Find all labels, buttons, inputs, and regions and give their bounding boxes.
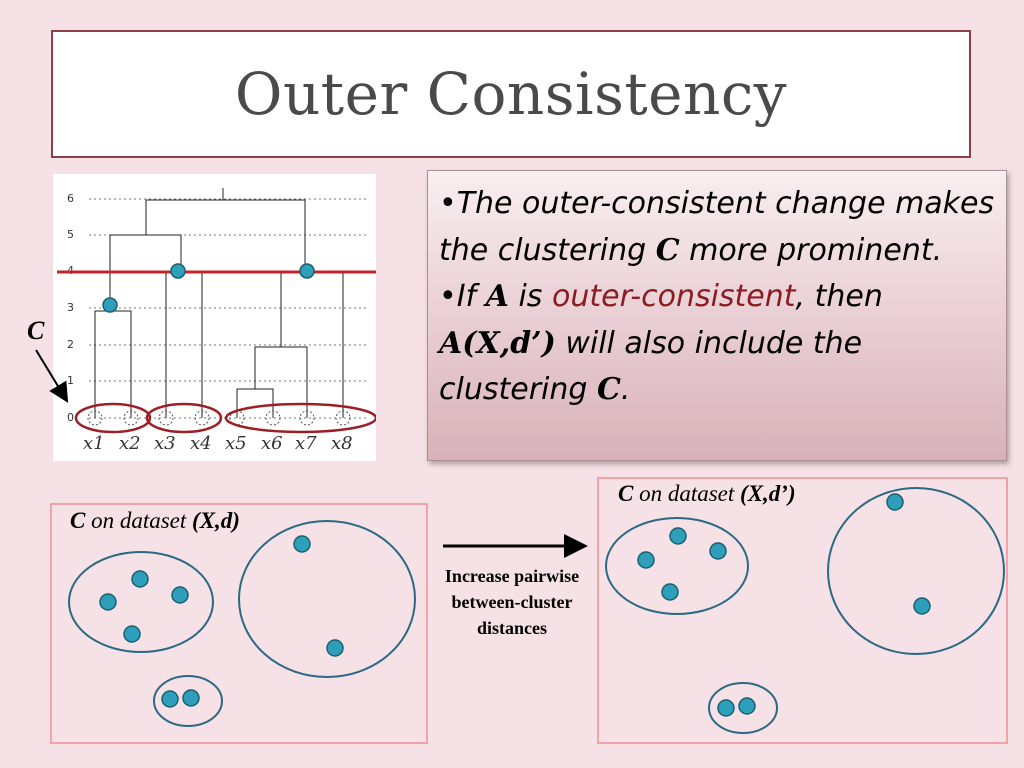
left-point	[161, 690, 179, 708]
bullet-2-axd: A(X,d’)	[439, 325, 556, 361]
increase-line-1: Increase pairwise	[444, 566, 580, 586]
title-box: Outer Consistency	[51, 30, 971, 158]
right-point	[669, 527, 687, 545]
dendrogram-panel: 6 5 4 3 2 1 0	[53, 174, 383, 461]
bullet-1-text-b: more prominent.	[679, 232, 943, 268]
x-label-6: x6	[261, 433, 283, 454]
right-point	[913, 597, 931, 615]
bullet-2-then: , then	[795, 279, 883, 314]
right-dataset-panel	[597, 477, 1008, 744]
bullet-2-will: will also include the clustering	[439, 325, 863, 408]
c-label: C	[27, 316, 45, 345]
node-c	[102, 297, 118, 313]
x-label-8: x8	[331, 433, 353, 454]
y-tick-3: 3	[67, 301, 74, 314]
increase-distance-label: Increase pairwise between-cluster distan…	[424, 563, 600, 641]
right-c: C	[618, 481, 634, 506]
page-title: Outer Consistency	[234, 60, 788, 128]
left-point	[123, 625, 141, 643]
right-point	[637, 551, 655, 569]
increase-line-2: between-cluster	[451, 592, 573, 612]
x-label-2: x2	[119, 433, 141, 454]
right-cluster-2	[827, 487, 1005, 655]
right-panel-caption: C on dataset (X,d’)	[618, 481, 796, 507]
right-point	[661, 583, 679, 601]
right-point	[738, 697, 756, 715]
right-point	[886, 493, 904, 511]
x-label-7: x7	[295, 433, 317, 454]
right-dataset: (X,d’)	[740, 481, 796, 506]
left-dataset: (X,d)	[192, 508, 240, 533]
bullet-2-is: is	[508, 279, 552, 314]
right-point	[709, 542, 727, 560]
right-on-dataset: on dataset	[633, 481, 741, 506]
x-label-4: x4	[190, 433, 212, 454]
dendrogram-svg: 6 5 4 3 2 1 0	[57, 188, 383, 454]
left-point	[171, 586, 189, 604]
bullet-marker: •	[439, 279, 457, 314]
bullet-2-if: If	[456, 279, 486, 314]
dendrogram-nodes	[102, 263, 315, 313]
y-tick-0: 0	[67, 411, 74, 424]
left-cluster-3	[153, 675, 223, 727]
left-point	[131, 570, 149, 588]
y-tick-1: 1	[67, 374, 74, 387]
left-cluster-1	[68, 551, 214, 653]
left-point	[326, 639, 344, 657]
right-cluster-1	[605, 517, 749, 615]
x-label-5: x5	[225, 433, 247, 454]
bullet-1: •The outer-consistent change makes the c…	[439, 181, 996, 274]
x-label-3: x3	[154, 433, 176, 454]
left-point	[293, 535, 311, 553]
bullet-1-c: C	[655, 232, 680, 268]
y-tick-5: 5	[67, 228, 74, 241]
x-label-1: x1	[83, 433, 105, 454]
cluster-ellipses	[74, 402, 378, 434]
explanation-box: •The outer-consistent change makes the c…	[427, 170, 1007, 461]
bullet-1-text-a: The outer-consistent change makes the cl…	[439, 186, 995, 268]
node-x5x8	[299, 263, 315, 279]
increase-line-3: distances	[476, 618, 547, 638]
y-tick-2: 2	[67, 338, 74, 351]
bullet-2-end: .	[620, 372, 631, 407]
y-tick-6: 6	[67, 192, 74, 205]
left-point	[182, 689, 200, 707]
right-cluster-3	[708, 682, 778, 734]
node-x3x4	[170, 263, 186, 279]
bullet-2-c: C	[596, 372, 621, 407]
left-on-dataset: on dataset	[85, 508, 193, 533]
bullet-2-a: A	[485, 279, 509, 314]
left-cluster-2	[238, 520, 416, 678]
bullet-2: •If A is outer-consistent, then A(X,d’) …	[439, 274, 996, 414]
left-panel-caption: C on dataset (X,d)	[70, 508, 240, 534]
left-c: C	[70, 508, 86, 533]
right-point	[717, 699, 735, 717]
bullet-marker: •	[439, 186, 457, 221]
bullet-2-outer-consistent: outer-consistent	[551, 279, 796, 314]
left-dataset-panel	[50, 503, 428, 744]
left-point	[99, 593, 117, 611]
